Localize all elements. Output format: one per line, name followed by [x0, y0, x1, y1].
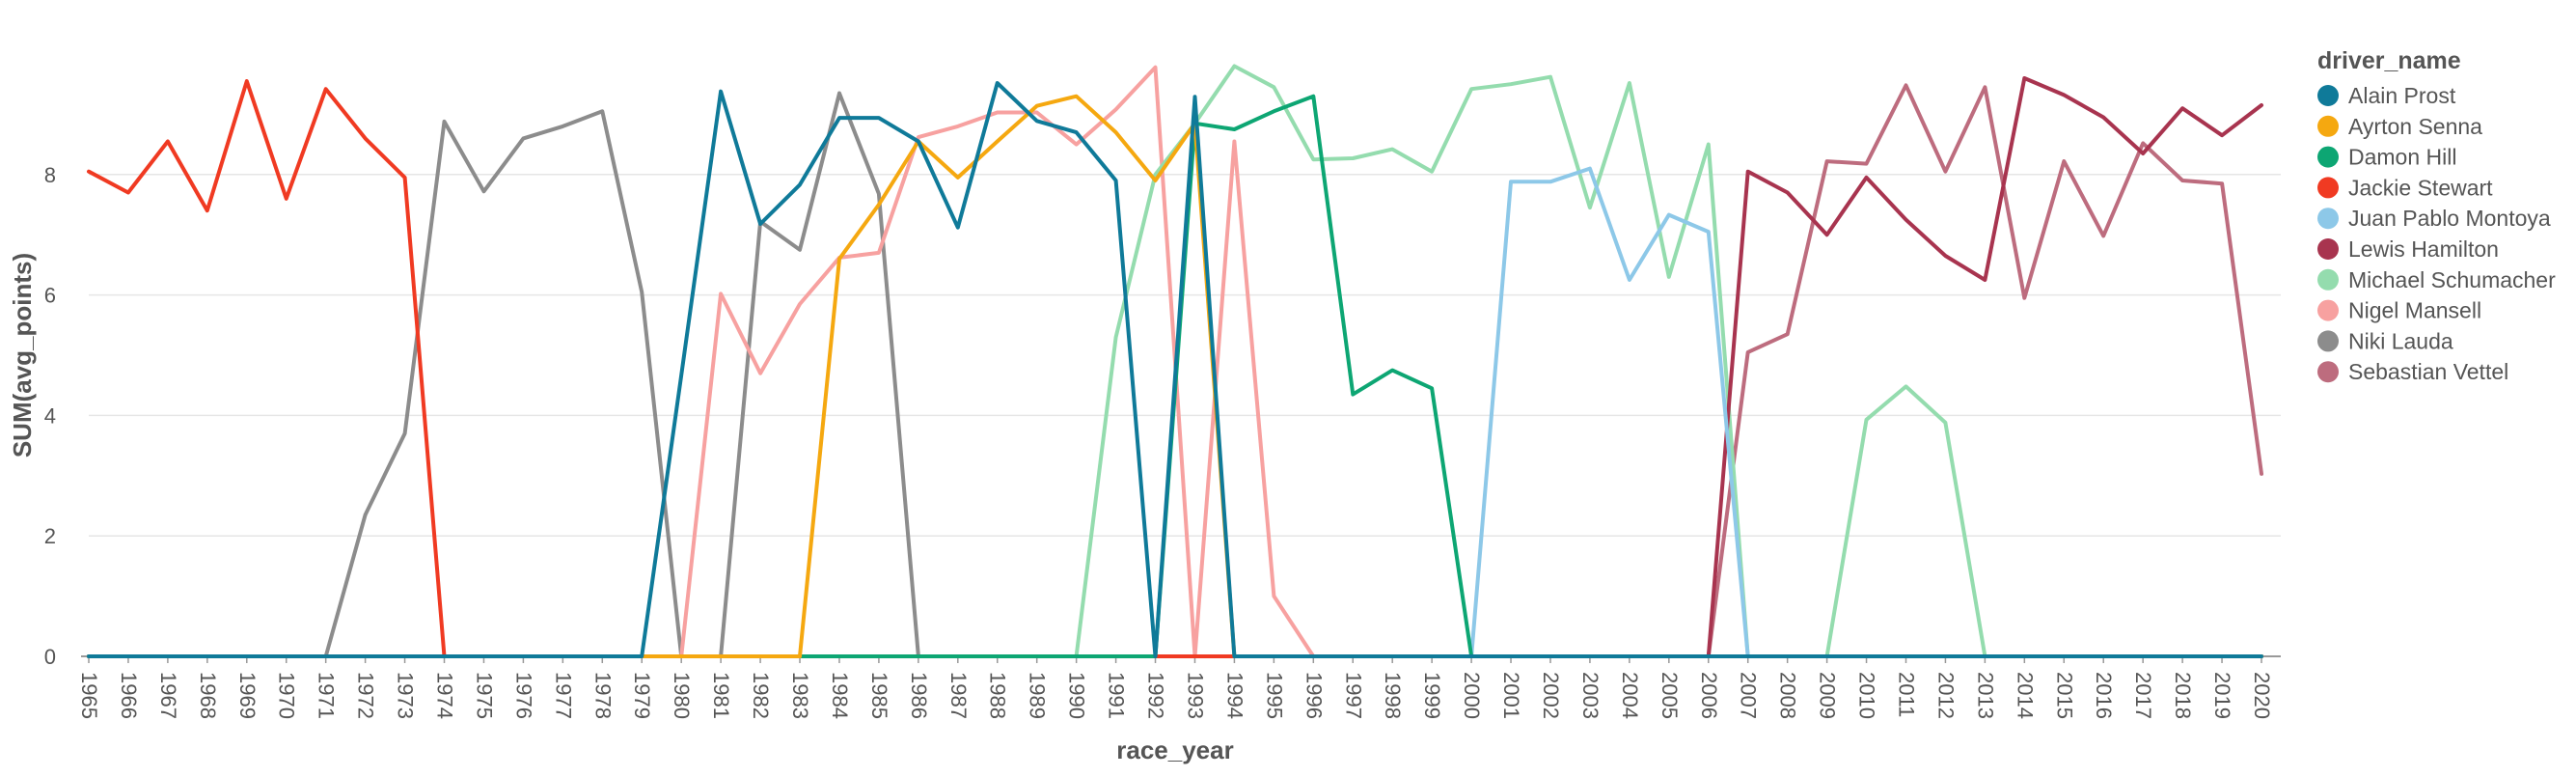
x-tick-label: 2015	[2052, 672, 2076, 719]
x-tick-label: 1980	[670, 672, 694, 719]
x-tick-label: 1972	[354, 672, 378, 719]
legend-swatch	[2317, 146, 2339, 168]
x-tick-label: 1979	[630, 672, 654, 719]
legend-swatch	[2317, 238, 2339, 260]
gridlines	[89, 174, 2281, 537]
x-tick-label: 1989	[1026, 672, 1050, 719]
x-tick-label: 2011	[1894, 672, 1918, 717]
x-tick-label: 2004	[1618, 672, 1642, 719]
x-tick-label: 1987	[946, 672, 971, 719]
x-tick-label: 1975	[472, 672, 496, 719]
x-tick-label: 2002	[1539, 672, 1563, 719]
legend-swatch	[2317, 208, 2339, 230]
x-tick-label: 1997	[1341, 672, 1365, 719]
x-tick-label: 2018	[2171, 672, 2195, 719]
x-tick-label: 2001	[1499, 672, 1523, 719]
x-tick-label: 1966	[117, 672, 141, 719]
y-tick-label: 0	[44, 645, 56, 669]
legend: driver_name Alain Prost Ayrton Senna Damon…	[2317, 47, 2556, 384]
x-tick-label: 1965	[77, 672, 101, 719]
x-tick-label: 2003	[1578, 672, 1603, 719]
legend-swatch	[2317, 177, 2339, 199]
x-tick-label: 1993	[1183, 672, 1207, 719]
x-tick-label: 2008	[1776, 672, 1800, 719]
legend-swatch	[2317, 115, 2339, 137]
x-tick-label: 1992	[1144, 672, 1168, 719]
x-tick-label: 2013	[1973, 672, 1997, 719]
x-tick-label: 1998	[1381, 672, 1405, 719]
x-tick-label: 1990	[1065, 672, 1089, 719]
x-tick-label: 2007	[1737, 672, 1761, 719]
x-tick-label: 1996	[1302, 672, 1326, 719]
x-tick-label: 1985	[867, 672, 891, 719]
x-tick-label: 2020	[2250, 672, 2274, 719]
x-tick-label: 2009	[1816, 672, 1840, 719]
x-tick-label: 1969	[235, 672, 260, 719]
legend-label: Jackie Stewart	[2348, 175, 2493, 200]
x-tick-label: 1970	[275, 672, 299, 719]
y-tick-label: 4	[44, 403, 56, 428]
x-tick-label: 2016	[2092, 672, 2116, 719]
legend-label: Nigel Mansell	[2348, 298, 2481, 323]
legend-label: Ayrton Senna	[2348, 114, 2482, 139]
legend-label: Sebastian Vettel	[2348, 359, 2508, 384]
x-tick-label: 1971	[315, 672, 339, 719]
x-tick-label: 1984	[828, 672, 852, 719]
x-tick-label: 1986	[907, 672, 931, 719]
legend-label: Damon Hill	[2348, 145, 2456, 170]
x-tick-label: 1967	[156, 672, 180, 719]
x-tick-label: 2010	[1855, 672, 1879, 719]
legend-swatch	[2317, 299, 2339, 321]
x-tick-label: 1991	[1105, 672, 1129, 719]
x-tick-label: 1977	[551, 672, 575, 719]
x-tick-label: 2012	[1933, 672, 1958, 719]
x-tick-label: 1995	[1262, 672, 1286, 719]
legend-title: driver_name	[2317, 47, 2461, 74]
y-tick-label: 8	[44, 163, 56, 187]
x-tick-label: 1973	[394, 672, 418, 719]
x-tick-label: 2017	[2131, 672, 2155, 719]
legend-swatch	[2317, 85, 2339, 106]
legend-label: Juan Pablo Montoya	[2348, 206, 2551, 231]
legend-label: Lewis Hamilton	[2348, 236, 2499, 262]
x-tick-label: 1968	[196, 672, 220, 719]
legend-label: Michael Schumacher	[2348, 267, 2556, 292]
y-axis-title: SUM(avg_points)	[8, 253, 37, 458]
legend-label: Niki Lauda	[2348, 328, 2453, 353]
x-tick-label: 1983	[788, 672, 812, 719]
x-tick-label: 2000	[1460, 672, 1484, 719]
x-tick-label: 2005	[1658, 672, 1682, 719]
legend-label: Alain Prost	[2348, 83, 2456, 108]
legend-swatch	[2317, 361, 2339, 383]
x-tick-label: 1994	[1222, 672, 1247, 719]
y-tick-label: 2	[44, 524, 56, 548]
x-tick-label: 2019	[2210, 672, 2234, 719]
x-axis-title: race_year	[1116, 735, 1233, 764]
legend-swatch	[2317, 330, 2339, 352]
legend-swatch	[2317, 268, 2339, 291]
x-tick-label: 1976	[511, 672, 535, 719]
axes: SUM(avg_points) race_year 0 2 4 6 8 1965 1966 1…	[8, 163, 2281, 764]
x-tick-label: 2014	[2013, 672, 2037, 719]
x-tick-label: 1982	[749, 672, 773, 719]
x-tick-label: 1981	[709, 672, 733, 719]
x-tick-label: 2006	[1697, 672, 1721, 719]
series-line	[87, 81, 2263, 658]
x-tick-label: 1974	[433, 672, 457, 719]
y-tick-label: 6	[44, 284, 56, 308]
x-tick-label: 1978	[590, 672, 615, 719]
x-tick-label: 1988	[986, 672, 1010, 719]
x-tick-label: 1999	[1420, 672, 1444, 719]
series-lines	[87, 64, 2263, 658]
